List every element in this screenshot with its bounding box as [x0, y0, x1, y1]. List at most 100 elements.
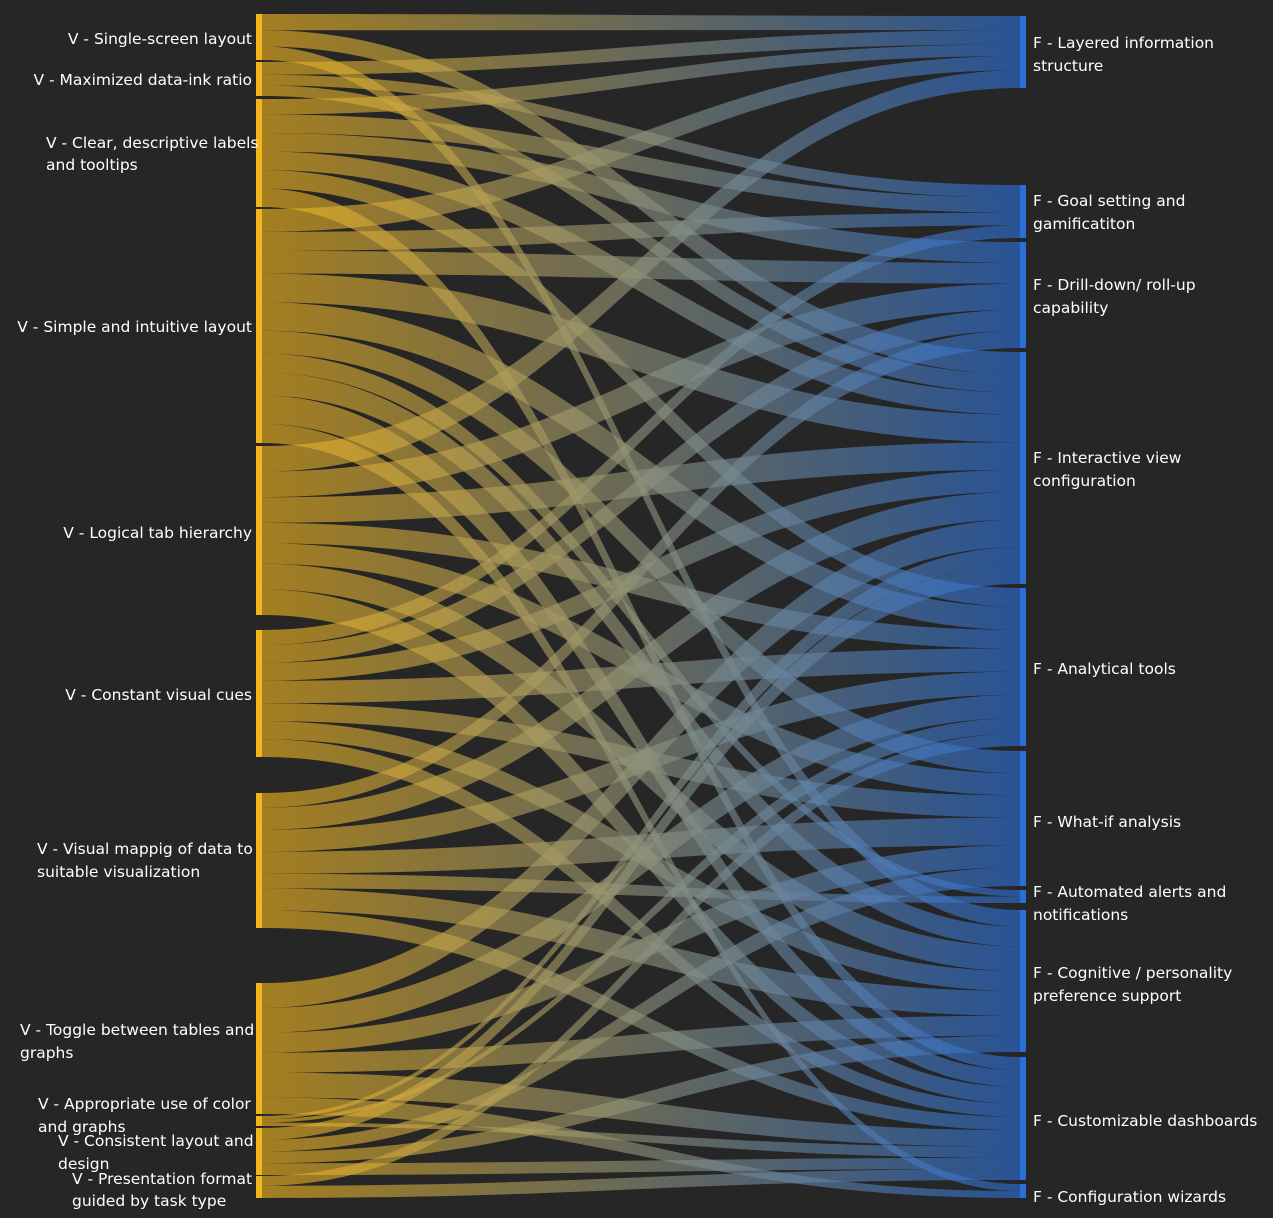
link-s11-t5 [262, 733, 1020, 1186]
link-s9-t4 [262, 547, 1020, 1120]
link-s2-t4 [262, 85, 1020, 393]
target-label-line: F - Automated alerts and [1033, 883, 1226, 901]
target-label-t10: F - Configuration wizards [1033, 1188, 1226, 1206]
links-layer [262, 14, 1020, 1198]
link-s1-t1 [262, 14, 1020, 31]
target-node-t9 [1020, 1057, 1026, 1180]
target-node-t7 [1020, 890, 1026, 903]
source-node-s9 [256, 1116, 262, 1126]
target-label-line: F - Layered information [1033, 34, 1214, 52]
target-label-line: preference support [1033, 987, 1181, 1005]
source-label-line: V - Consistent layout and [58, 1132, 254, 1150]
source-label-line: V - Single-screen layout [68, 30, 252, 48]
target-label-line: F - What-if analysis [1033, 813, 1181, 831]
source-label-line: and tooltips [46, 156, 138, 174]
target-node-t4 [1020, 352, 1026, 584]
target-node-t3 [1020, 242, 1026, 348]
link-s10-t4 [262, 565, 1020, 1140]
source-label-line: V - Toggle between tables and [20, 1021, 254, 1039]
source-node-s2 [256, 62, 262, 96]
source-label-line: and graphs [38, 1118, 126, 1136]
target-label-line: configuration [1033, 472, 1136, 490]
source-label-s11: V - Presentation format guided by task ty… [72, 1170, 252, 1210]
link-s4-t1 [262, 56, 1020, 232]
link-s9-t9 [262, 1122, 1020, 1158]
link-s3-t3 [262, 132, 1020, 263]
source-label-s3: V - Clear, descriptive labels and tooltip… [46, 134, 259, 174]
source-label-line: V - Constant visual cues [65, 686, 252, 704]
target-label-t9: F - Customizable dashboards [1033, 1112, 1257, 1130]
source-label-s1: V - Single-screen layout [68, 30, 252, 48]
link-s8-t4 [262, 519, 1020, 1008]
target-label-line: F - Configuration wizards [1033, 1188, 1226, 1206]
source-label-s5: V - Logical tab hierarchy [63, 524, 252, 542]
source-node-s5 [256, 446, 262, 615]
link-s11-t9 [262, 1168, 1020, 1198]
link-s7-t9 [262, 910, 1020, 1131]
target-label-t4: F - Interactive view configuration [1033, 449, 1182, 490]
target-label-line: structure [1033, 57, 1103, 75]
link-s8-t10 [262, 1097, 1020, 1198]
link-s8-t6 [262, 845, 1020, 1053]
link-s10-t6 [262, 867, 1020, 1152]
target-label-t3: F - Drill-down/ roll-up capability [1033, 276, 1196, 317]
link-s8-t5 [262, 694, 1020, 1033]
source-node-s10 [256, 1128, 262, 1175]
target-label-line: F - Goal setting and [1033, 192, 1185, 210]
source-label-line: V - Logical tab hierarchy [63, 524, 252, 542]
link-s7-t3 [262, 330, 1020, 808]
target-label-line: F - Cognitive / personality [1033, 964, 1232, 982]
source-label-line: V - Visual mappig of data to [37, 840, 253, 858]
source-label-s9: V - Appropriate use of color and graphs [38, 1095, 251, 1136]
link-s5-t3 [262, 283, 1020, 498]
target-label-line: F - Analytical tools [1033, 660, 1176, 678]
source-label-s10: V - Consistent layout and design [58, 1132, 254, 1173]
link-s8-t8 [262, 1015, 1020, 1073]
link-s3-t4 [262, 151, 1020, 415]
target-node-t8 [1020, 910, 1026, 1052]
link-s7-t7 [262, 873, 1020, 903]
source-label-s2: V - Maximized data-ink ratio [33, 71, 252, 89]
target-node-t6 [1020, 751, 1026, 886]
target-label-line: F - Interactive view [1033, 449, 1182, 467]
link-s7-t6 [262, 817, 1020, 874]
source-label-line: V - Simple and intuitive layout [17, 318, 252, 336]
link-s4-t10 [262, 423, 1020, 1192]
target-label-line: gamificatiton [1033, 215, 1135, 233]
target-label-line: notifications [1033, 906, 1128, 924]
source-label-line: suitable visualization [37, 863, 200, 881]
source-node-s1 [256, 14, 262, 60]
source-node-s3 [256, 99, 262, 207]
link-s2-t1 [262, 30, 1020, 75]
source-node-s6 [256, 630, 262, 757]
target-label-t2: F - Goal setting and gamificatiton [1033, 192, 1185, 233]
target-node-t5 [1020, 588, 1026, 746]
link-s3-t1 [262, 44, 1020, 115]
source-label-line: design [58, 1155, 109, 1173]
nodes-layer [256, 14, 1026, 1198]
link-s4-t7 [262, 353, 1020, 897]
source-label-line: V - Clear, descriptive labels [46, 134, 259, 152]
target-label-t1: F - Layered information structure [1033, 34, 1214, 75]
target-label-t7: F - Automated alerts and notifications [1033, 883, 1226, 924]
source-node-s7 [256, 793, 262, 928]
link-s10-t9 [262, 1157, 1020, 1175]
source-node-s4 [256, 209, 262, 443]
link-s10-t8 [262, 1035, 1020, 1164]
source-label-line: graphs [20, 1044, 73, 1062]
link-s4-t5 [262, 302, 1020, 630]
target-node-t1 [1020, 16, 1026, 88]
target-label-t5: F - Analytical tools [1033, 660, 1176, 678]
link-s7-t4 [262, 491, 1020, 830]
link-s6-t5 [262, 648, 1020, 704]
source-label-s8: V - Toggle between tables and graphs [20, 1021, 254, 1062]
source-label-s7: V - Visual mappig of data to suitable vis… [37, 840, 253, 881]
link-s4-t6 [262, 330, 1020, 774]
source-label-line: V - Presentation format [72, 1170, 252, 1188]
source-node-s8 [256, 983, 262, 1114]
source-label-s6: V - Constant visual cues [65, 686, 252, 704]
target-label-line: F - Customizable dashboards [1033, 1112, 1257, 1130]
source-label-line: V - Maximized data-ink ratio [33, 71, 252, 89]
target-label-t6: F - What-if analysis [1033, 813, 1181, 831]
